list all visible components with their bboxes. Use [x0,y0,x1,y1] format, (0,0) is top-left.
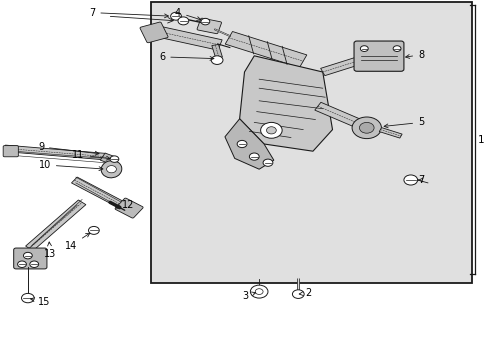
FancyBboxPatch shape [3,146,19,157]
Text: 14: 14 [65,233,90,251]
Text: 3: 3 [242,291,255,301]
Circle shape [351,117,381,139]
Circle shape [250,285,267,298]
Polygon shape [25,200,86,251]
Circle shape [292,290,304,298]
Circle shape [88,226,99,234]
Text: 12: 12 [116,200,134,210]
Polygon shape [152,26,222,50]
Circle shape [359,122,373,133]
Circle shape [263,159,272,166]
FancyBboxPatch shape [14,248,47,269]
Text: 11: 11 [72,150,110,160]
Circle shape [178,17,188,25]
Circle shape [403,175,417,185]
Text: 9: 9 [38,142,99,155]
Circle shape [249,153,259,160]
Text: 7: 7 [89,8,168,18]
Circle shape [110,156,119,162]
Polygon shape [4,145,105,160]
Circle shape [18,261,26,267]
Polygon shape [239,56,332,151]
Ellipse shape [101,161,122,178]
Text: 7: 7 [417,175,424,185]
FancyBboxPatch shape [140,22,168,43]
Circle shape [170,12,181,20]
Text: 1: 1 [477,135,484,145]
Circle shape [211,56,223,64]
Text: 2: 2 [299,288,311,298]
Polygon shape [71,177,132,212]
Text: 13: 13 [44,242,56,259]
Circle shape [201,18,209,25]
Circle shape [106,166,116,173]
Polygon shape [211,44,222,58]
Circle shape [360,46,367,51]
FancyBboxPatch shape [353,41,403,71]
Text: 8: 8 [405,50,424,60]
Circle shape [266,127,276,134]
Polygon shape [225,32,306,67]
FancyBboxPatch shape [197,18,221,34]
Polygon shape [224,119,273,169]
Text: 4: 4 [175,8,201,21]
Text: 6: 6 [159,52,213,62]
Polygon shape [100,153,115,164]
FancyBboxPatch shape [115,198,143,218]
Polygon shape [320,58,358,76]
Circle shape [23,252,32,259]
Text: 10: 10 [39,160,102,171]
Circle shape [237,140,246,148]
Bar [150,2,471,283]
Circle shape [21,293,34,303]
Circle shape [255,289,263,294]
Text: 15: 15 [30,297,50,307]
Circle shape [392,46,400,51]
Polygon shape [379,127,401,138]
Circle shape [260,122,282,138]
Polygon shape [314,102,366,130]
Text: 5: 5 [384,117,424,128]
Circle shape [30,261,39,267]
